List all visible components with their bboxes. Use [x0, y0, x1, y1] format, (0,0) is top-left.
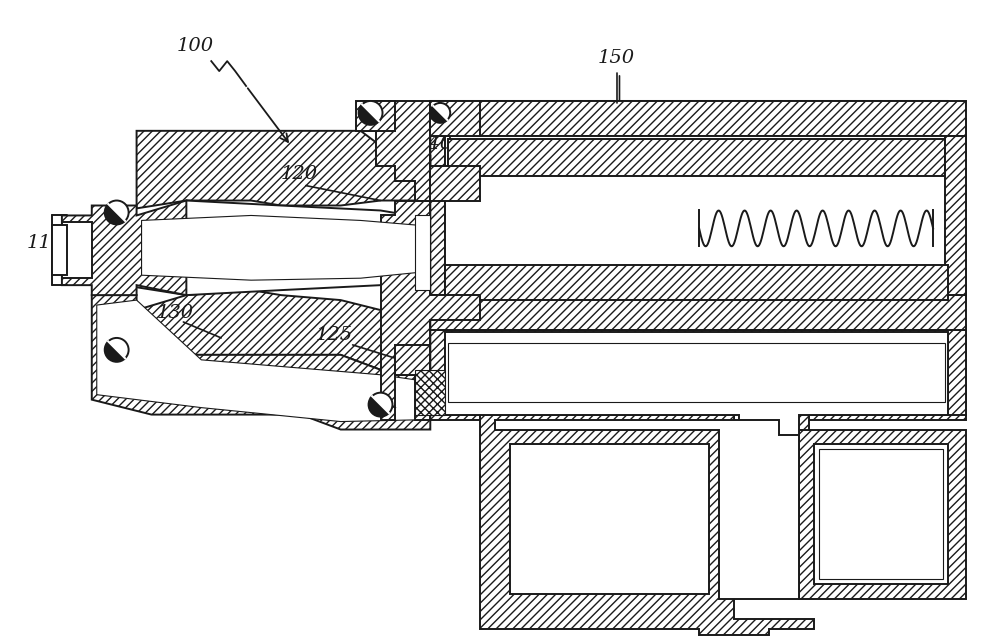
Circle shape [105, 338, 129, 362]
Polygon shape [448, 139, 945, 176]
Text: 120: 120 [281, 165, 318, 183]
Polygon shape [510, 444, 709, 594]
Polygon shape [137, 131, 430, 215]
Polygon shape [799, 429, 966, 599]
Polygon shape [814, 444, 948, 584]
Polygon shape [52, 226, 67, 275]
Polygon shape [105, 342, 125, 362]
Polygon shape [480, 415, 814, 635]
Polygon shape [369, 396, 389, 417]
Polygon shape [92, 201, 428, 295]
Polygon shape [62, 222, 92, 278]
Polygon shape [430, 325, 966, 420]
Polygon shape [361, 101, 430, 201]
Text: 100: 100 [176, 37, 214, 55]
Polygon shape [62, 201, 186, 295]
Polygon shape [415, 215, 430, 290]
Text: 115: 115 [306, 235, 343, 253]
Circle shape [369, 393, 392, 417]
Polygon shape [430, 330, 966, 549]
Circle shape [430, 103, 450, 123]
Polygon shape [430, 106, 447, 123]
Text: 125: 125 [316, 326, 353, 344]
Polygon shape [356, 101, 395, 131]
Polygon shape [945, 136, 966, 295]
Text: 140: 140 [415, 135, 452, 153]
Polygon shape [819, 449, 943, 579]
Polygon shape [105, 204, 125, 224]
Polygon shape [445, 332, 948, 544]
Polygon shape [415, 101, 480, 201]
Text: 130: 130 [156, 304, 194, 322]
Polygon shape [430, 295, 966, 330]
Polygon shape [448, 343, 945, 402]
Polygon shape [97, 300, 428, 422]
Polygon shape [381, 201, 480, 420]
Polygon shape [142, 215, 420, 280]
Polygon shape [430, 101, 966, 300]
Polygon shape [495, 420, 799, 599]
Polygon shape [445, 136, 948, 295]
Polygon shape [445, 340, 948, 404]
Polygon shape [137, 290, 430, 370]
Polygon shape [395, 345, 430, 375]
Text: 110: 110 [27, 235, 64, 253]
Polygon shape [359, 104, 379, 125]
Text: 101: 101 [359, 378, 396, 395]
Text: 150: 150 [598, 49, 635, 67]
Polygon shape [415, 370, 445, 415]
Polygon shape [445, 265, 948, 300]
Polygon shape [430, 101, 966, 136]
Circle shape [359, 101, 383, 125]
Polygon shape [92, 295, 430, 429]
Circle shape [105, 201, 129, 224]
